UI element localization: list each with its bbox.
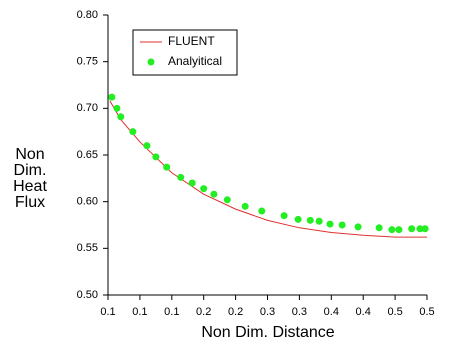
x-tick-label: 0.1 <box>164 306 179 318</box>
legend-box <box>132 29 238 76</box>
y-tick-label: 0.55 <box>77 242 98 254</box>
data-point <box>280 212 288 220</box>
data-point <box>163 163 171 171</box>
data-point <box>354 223 362 231</box>
x-tick-label: 0.2 <box>228 306 243 318</box>
x-tick-label: 0.1 <box>132 306 147 318</box>
y-tick-label: 0.60 <box>77 196 98 208</box>
y-axis-label: Flux <box>15 194 45 211</box>
x-tick-label: 0.1 <box>100 306 115 318</box>
data-point <box>117 113 125 121</box>
x-tick-label: 0.3 <box>260 306 275 318</box>
y-tick-label: 0.50 <box>77 289 98 301</box>
data-point <box>395 226 403 234</box>
data-point <box>223 196 231 204</box>
data-point <box>241 202 249 210</box>
data-point <box>210 190 218 198</box>
x-tick-label: 0.2 <box>196 306 211 318</box>
data-point <box>188 179 196 187</box>
legend-marker <box>147 58 155 66</box>
data-point <box>416 225 424 233</box>
data-point <box>408 225 416 233</box>
data-point <box>388 226 396 234</box>
data-point <box>113 104 121 112</box>
y-axis-label: Non <box>15 146 44 163</box>
x-tick-label: 0.5 <box>387 306 402 318</box>
x-tick-label: 0.3 <box>292 306 307 318</box>
data-point <box>129 128 137 136</box>
data-point <box>421 225 429 233</box>
y-tick-label: 0.70 <box>77 102 98 114</box>
y-axis-label: Heat <box>13 178 47 195</box>
data-point <box>258 207 266 215</box>
y-tick-label: 0.80 <box>77 9 98 21</box>
data-point <box>315 217 323 225</box>
data-point <box>338 221 346 229</box>
data-point <box>294 215 302 223</box>
y-tick-label: 0.75 <box>77 56 98 68</box>
fluent-line <box>109 100 427 238</box>
data-point <box>200 185 208 193</box>
legend-label: Analyitical <box>168 54 222 68</box>
data-point <box>152 153 160 161</box>
x-axis-label: Non Dim. Distance <box>201 324 334 341</box>
x-tick-label: 0.5 <box>419 306 434 318</box>
data-point <box>143 142 151 150</box>
data-point <box>177 173 185 181</box>
data-point <box>326 220 334 228</box>
y-tick-label: 0.65 <box>77 149 98 161</box>
data-point <box>306 216 314 224</box>
x-tick-label: 0.4 <box>356 306 371 318</box>
data-point <box>375 224 383 232</box>
x-tick-label: 0.4 <box>324 306 339 318</box>
legend-label: FLUENT <box>168 34 215 48</box>
data-point <box>108 93 116 101</box>
y-axis-label: Dim. <box>14 162 47 179</box>
